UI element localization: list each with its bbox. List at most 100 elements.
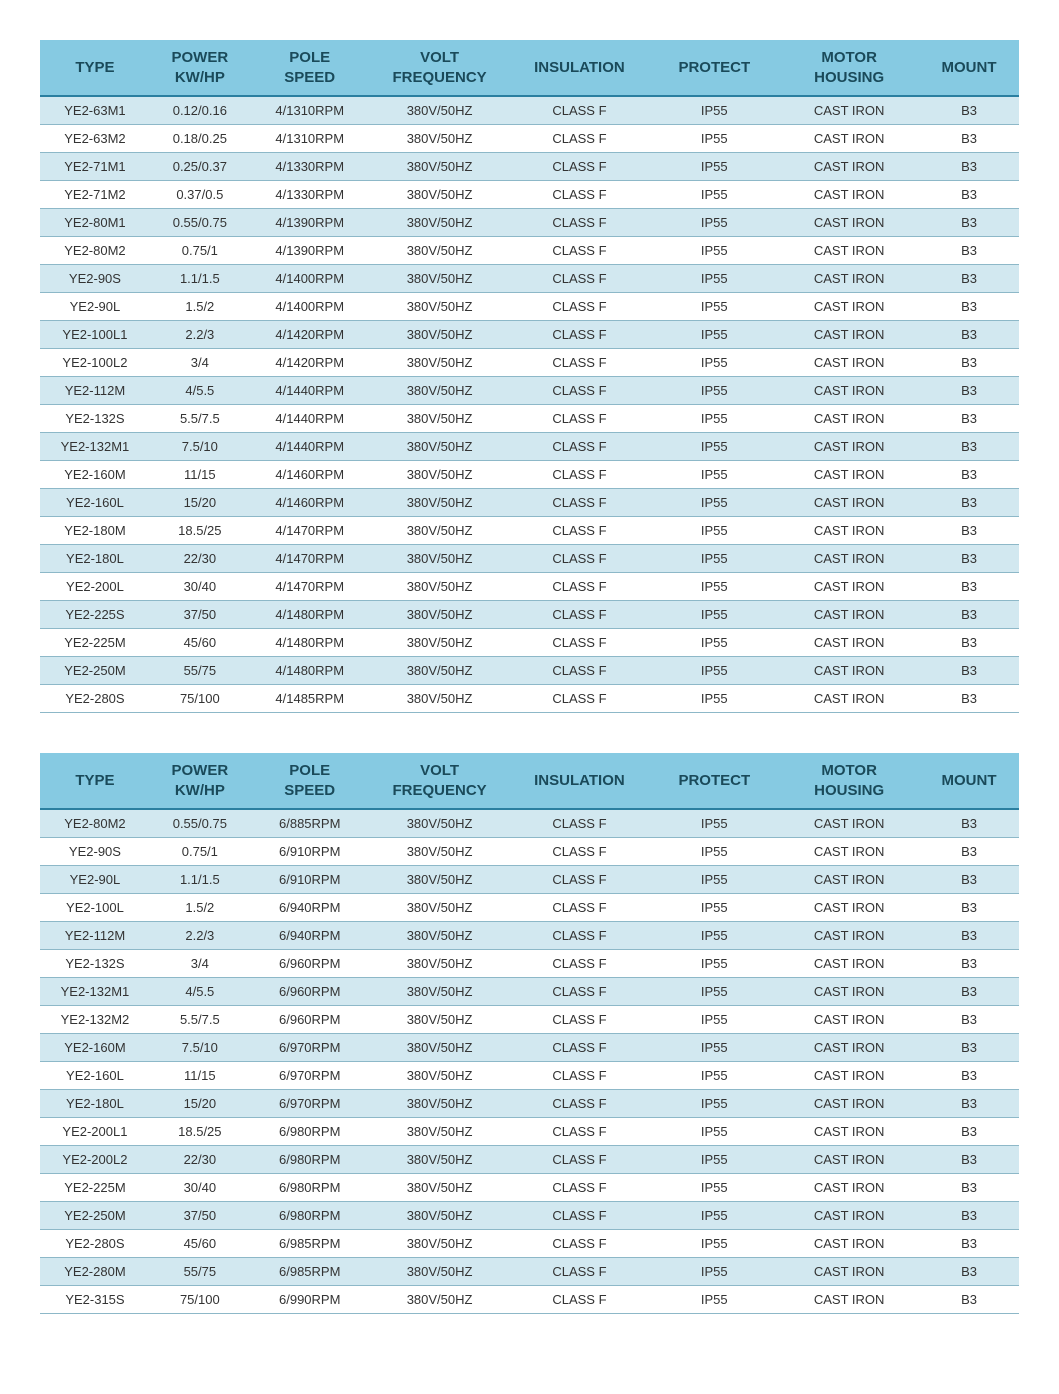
cell-mount: B3 — [919, 1118, 1019, 1146]
cell-prot: IP55 — [649, 517, 779, 545]
cell-pole: 4/1470RPM — [250, 545, 370, 573]
cell-volt: 380V/50HZ — [370, 377, 510, 405]
cell-power: 15/20 — [150, 489, 250, 517]
cell-hous: CAST IRON — [779, 265, 919, 293]
cell-hous: CAST IRON — [779, 1034, 919, 1062]
cell-power: 30/40 — [150, 573, 250, 601]
cell-power: 75/100 — [150, 1286, 250, 1314]
col-protect: PROTECT — [649, 753, 779, 809]
col-insulation: INSULATION — [510, 753, 650, 809]
cell-type: YE2-250M — [40, 1202, 150, 1230]
cell-prot: IP55 — [649, 1230, 779, 1258]
cell-hous: CAST IRON — [779, 1286, 919, 1314]
cell-volt: 380V/50HZ — [370, 1006, 510, 1034]
cell-volt: 380V/50HZ — [370, 1146, 510, 1174]
cell-volt: 380V/50HZ — [370, 601, 510, 629]
cell-prot: IP55 — [649, 922, 779, 950]
table-row: YE2-132M17.5/104/1440RPM380V/50HZCLASS F… — [40, 433, 1019, 461]
cell-type: YE2-132M1 — [40, 978, 150, 1006]
cell-mount: B3 — [919, 809, 1019, 838]
cell-prot: IP55 — [649, 321, 779, 349]
cell-type: YE2-90S — [40, 838, 150, 866]
cell-power: 75/100 — [150, 685, 250, 713]
cell-hous: CAST IRON — [779, 1202, 919, 1230]
cell-volt: 380V/50HZ — [370, 349, 510, 377]
cell-hous: CAST IRON — [779, 321, 919, 349]
col-housing: MOTORHOUSING — [779, 753, 919, 809]
cell-ins: CLASS F — [510, 1118, 650, 1146]
cell-volt: 380V/50HZ — [370, 573, 510, 601]
cell-type: YE2-225S — [40, 601, 150, 629]
table-row: YE2-132S5.5/7.54/1440RPM380V/50HZCLASS F… — [40, 405, 1019, 433]
cell-prot: IP55 — [649, 433, 779, 461]
cell-ins: CLASS F — [510, 978, 650, 1006]
cell-ins: CLASS F — [510, 489, 650, 517]
cell-volt: 380V/50HZ — [370, 1202, 510, 1230]
cell-ins: CLASS F — [510, 1034, 650, 1062]
cell-power: 45/60 — [150, 1230, 250, 1258]
cell-type: YE2-63M1 — [40, 96, 150, 125]
cell-volt: 380V/50HZ — [370, 1174, 510, 1202]
cell-power: 22/30 — [150, 545, 250, 573]
cell-mount: B3 — [919, 321, 1019, 349]
cell-type: YE2-200L — [40, 573, 150, 601]
spec-table-1: TYPE POWERKW/HP POLESPEED VOLTFREQUENCY … — [40, 40, 1019, 713]
cell-pole: 4/1480RPM — [250, 629, 370, 657]
cell-mount: B3 — [919, 433, 1019, 461]
cell-mount: B3 — [919, 1230, 1019, 1258]
cell-type: YE2-160L — [40, 1062, 150, 1090]
cell-ins: CLASS F — [510, 1090, 650, 1118]
cell-power: 7.5/10 — [150, 1034, 250, 1062]
cell-ins: CLASS F — [510, 96, 650, 125]
cell-ins: CLASS F — [510, 405, 650, 433]
table-row: YE2-90L1.5/24/1400RPM380V/50HZCLASS FIP5… — [40, 293, 1019, 321]
cell-mount: B3 — [919, 1258, 1019, 1286]
cell-volt: 380V/50HZ — [370, 978, 510, 1006]
cell-hous: CAST IRON — [779, 1118, 919, 1146]
table-row: YE2-200L222/306/980RPM380V/50HZCLASS FIP… — [40, 1146, 1019, 1174]
cell-prot: IP55 — [649, 181, 779, 209]
cell-pole: 4/1470RPM — [250, 517, 370, 545]
cell-hous: CAST IRON — [779, 838, 919, 866]
cell-mount: B3 — [919, 838, 1019, 866]
cell-mount: B3 — [919, 545, 1019, 573]
cell-mount: B3 — [919, 377, 1019, 405]
cell-type: YE2-80M2 — [40, 809, 150, 838]
cell-ins: CLASS F — [510, 894, 650, 922]
cell-volt: 380V/50HZ — [370, 657, 510, 685]
cell-hous: CAST IRON — [779, 377, 919, 405]
cell-type: YE2-280S — [40, 685, 150, 713]
cell-type: YE2-160M — [40, 1034, 150, 1062]
cell-ins: CLASS F — [510, 629, 650, 657]
cell-ins: CLASS F — [510, 265, 650, 293]
cell-ins: CLASS F — [510, 1286, 650, 1314]
cell-ins: CLASS F — [510, 209, 650, 237]
cell-type: YE2-280M — [40, 1258, 150, 1286]
cell-type: YE2-315S — [40, 1286, 150, 1314]
cell-pole: 6/885RPM — [250, 809, 370, 838]
cell-type: YE2-180L — [40, 545, 150, 573]
table-body-2: YE2-80M20.55/0.756/885RPM380V/50HZCLASS … — [40, 809, 1019, 1314]
cell-ins: CLASS F — [510, 1062, 650, 1090]
cell-pole: 6/960RPM — [250, 950, 370, 978]
cell-ins: CLASS F — [510, 1258, 650, 1286]
cell-type: YE2-100L2 — [40, 349, 150, 377]
cell-power: 0.18/0.25 — [150, 125, 250, 153]
cell-hous: CAST IRON — [779, 293, 919, 321]
cell-mount: B3 — [919, 153, 1019, 181]
table-row: YE2-200L118.5/256/980RPM380V/50HZCLASS F… — [40, 1118, 1019, 1146]
cell-pole: 6/970RPM — [250, 1090, 370, 1118]
table-row: YE2-160L11/156/970RPM380V/50HZCLASS FIP5… — [40, 1062, 1019, 1090]
cell-prot: IP55 — [649, 209, 779, 237]
cell-hous: CAST IRON — [779, 237, 919, 265]
cell-prot: IP55 — [649, 237, 779, 265]
cell-mount: B3 — [919, 685, 1019, 713]
cell-type: YE2-63M2 — [40, 125, 150, 153]
table-row: YE2-100L23/44/1420RPM380V/50HZCLASS FIP5… — [40, 349, 1019, 377]
cell-ins: CLASS F — [510, 461, 650, 489]
cell-pole: 6/910RPM — [250, 866, 370, 894]
cell-prot: IP55 — [649, 809, 779, 838]
cell-pole: 6/980RPM — [250, 1202, 370, 1230]
table-row: YE2-132M25.5/7.56/960RPM380V/50HZCLASS F… — [40, 1006, 1019, 1034]
cell-pole: 4/1390RPM — [250, 237, 370, 265]
